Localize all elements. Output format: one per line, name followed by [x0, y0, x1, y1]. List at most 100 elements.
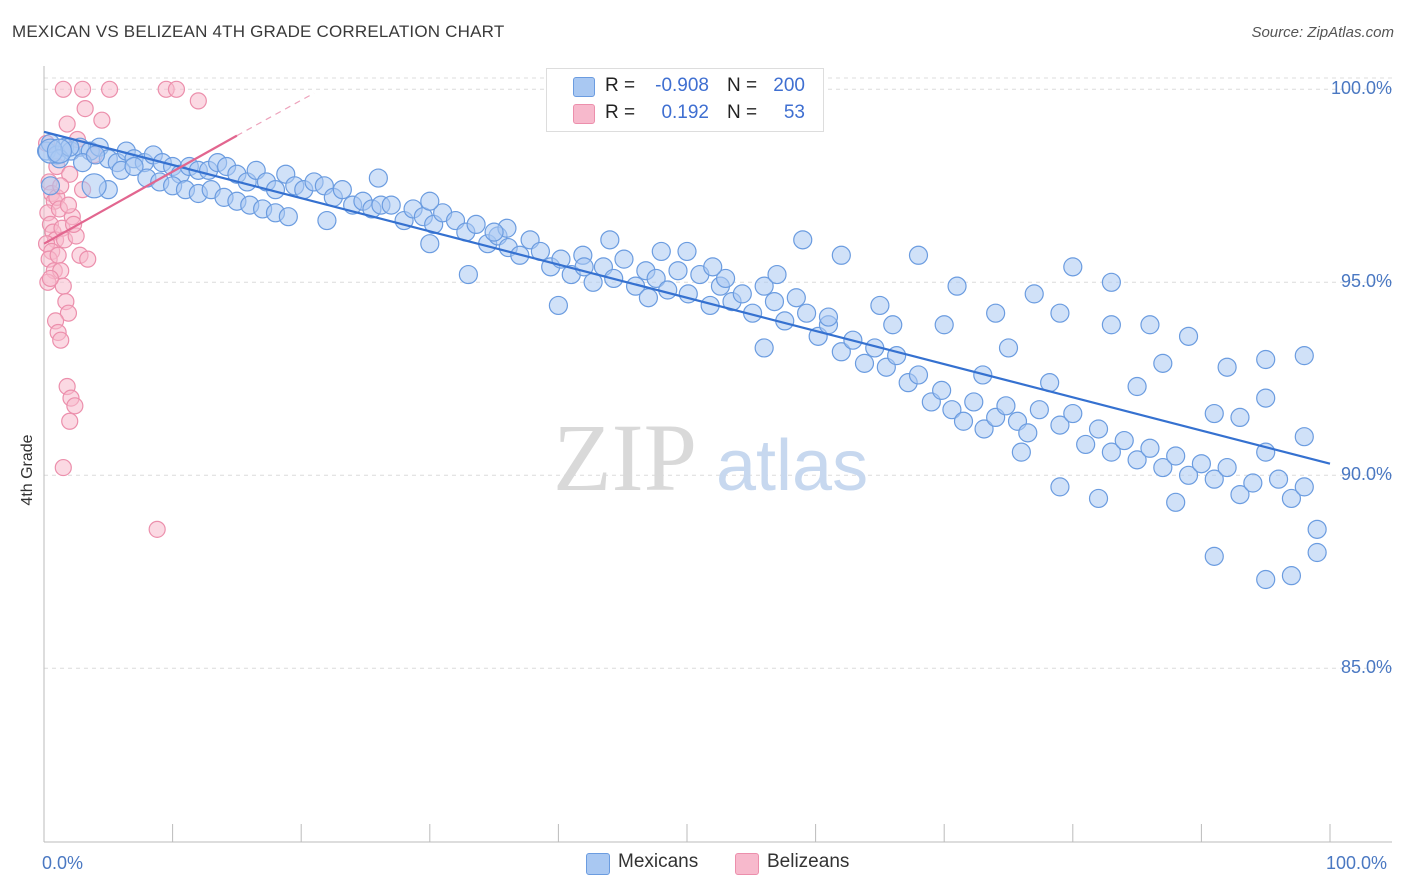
mexicans-point: [1114, 430, 1134, 451]
mexicans-point: [1294, 346, 1314, 366]
belizeans-swatch: [573, 104, 595, 124]
y-tick-label: 100.0%: [1330, 78, 1392, 99]
mexicans-point-large: [81, 173, 107, 199]
belizeans-point: [167, 80, 186, 98]
mexicans-point: [677, 241, 697, 262]
belizeans-point: [58, 115, 76, 133]
mexicans-point: [1050, 303, 1070, 323]
mexicans-point: [1243, 473, 1263, 493]
mexicans-point: [1153, 457, 1173, 478]
y-tick-label: 90.0%: [1340, 464, 1392, 485]
belizeans-point: [79, 250, 97, 268]
mexicans-point: [818, 307, 839, 327]
mexicans-point: [1063, 403, 1083, 424]
mexicans-point: [1268, 469, 1289, 489]
mexicans-point: [1127, 376, 1147, 397]
mexicans-point: [831, 245, 851, 265]
y-tick-label: 85.0%: [1340, 657, 1392, 678]
mexicans-point: [715, 268, 736, 289]
mexicans-point: [703, 257, 723, 277]
mexicans-point: [1024, 284, 1044, 304]
legend-row-belizeans: R = 0.192 N = 53: [547, 101, 823, 127]
mexicans-point: [932, 380, 952, 400]
mexicans-point: [1101, 272, 1121, 292]
belizeans-point: [59, 304, 78, 322]
mexicans-point: [1256, 388, 1276, 408]
mexicans-point: [870, 295, 890, 316]
grid-lines: [44, 77, 1392, 669]
chart-title: MEXICAN VS BELIZEAN 4TH GRADE CORRELATIO…: [12, 22, 505, 41]
mexicans-point: [986, 303, 1006, 323]
mexicans-point: [786, 288, 806, 308]
mexicans-point: [1076, 434, 1096, 455]
mexicans-point: [854, 353, 875, 373]
x-tick-label-max: 100.0%: [1326, 853, 1388, 873]
mexicans-point: [1204, 403, 1224, 424]
belizeans-point: [73, 80, 92, 98]
mexicans-point: [1178, 465, 1199, 485]
mexicans-point: [793, 230, 813, 250]
y-axis-label: 4th Grade: [19, 434, 36, 506]
mexicans-point: [651, 241, 671, 262]
belizeans-point: [54, 80, 72, 98]
mexicans-point: [908, 365, 929, 385]
r-label: R =: [605, 102, 636, 123]
belizeans-point: [41, 269, 60, 288]
source-label: Source: ZipAtlas.com: [1251, 24, 1394, 41]
belizeans-point: [189, 92, 207, 110]
mexicans-point: [964, 392, 984, 412]
mexicans-point: [668, 261, 688, 281]
mexicans-point: [1088, 419, 1109, 439]
mexicans-point: [754, 276, 774, 296]
mexicans-legend-label: Mexicans: [618, 851, 699, 872]
mexicans-point: [947, 276, 967, 296]
mexicans-point: [1011, 442, 1031, 462]
mexicans-point: [934, 315, 954, 335]
watermark-atlas: atlas: [716, 426, 868, 506]
mexicans-point: [1204, 546, 1224, 566]
mexicans-point: [332, 180, 352, 200]
r-value-belizeans: 0.192: [661, 102, 709, 123]
mexicans-point: [466, 214, 486, 234]
mexicans-point: [600, 230, 620, 250]
n-label: N =: [727, 102, 758, 123]
mexicans-point: [1294, 477, 1314, 497]
mexicans-point: [1029, 400, 1049, 420]
watermark-zip: ZIP: [553, 404, 697, 511]
mexicans-point: [548, 295, 569, 316]
n-value-mexicans: 200: [773, 75, 805, 96]
belizeans-point: [59, 196, 78, 214]
mexicans-point: [1217, 457, 1237, 478]
belizeans-point: [66, 397, 84, 415]
belizeans-point: [93, 111, 111, 129]
mexicans-point: [1166, 446, 1186, 466]
n-label: N =: [727, 75, 758, 96]
mexicans-point: [1166, 492, 1186, 512]
mexicans-point: [1063, 257, 1083, 277]
mexicans-point: [1217, 357, 1237, 377]
legend-row-mexicans: R = -0.908 N = 200: [547, 74, 823, 100]
mexicans-point: [1191, 454, 1212, 474]
mexicans-point: [1088, 488, 1109, 509]
mexicans-point: [614, 249, 634, 269]
mexicans-point: [1140, 315, 1160, 335]
mexicans-point: [764, 292, 785, 312]
mexicans-point: [1294, 427, 1314, 447]
mexicans-point: [646, 268, 666, 289]
x-tick-label-min: 0.0%: [42, 853, 84, 873]
mexicans-point: [85, 145, 106, 165]
mexicans-point: [420, 191, 440, 211]
mexicans-point: [1018, 423, 1038, 443]
mexicans-point: [1230, 485, 1250, 505]
mexicans-point: [754, 338, 774, 358]
belizeans-point: [100, 80, 119, 98]
mexicans-point: [1307, 542, 1327, 563]
mexicans-point: [942, 400, 962, 420]
mexicans-points: [36, 133, 1327, 590]
mexicans-point: [1127, 450, 1147, 470]
mexicans-point: [484, 222, 504, 242]
r-label: R =: [605, 75, 636, 96]
mexicans-point: [40, 176, 61, 196]
mexicans-point: [1204, 469, 1224, 489]
